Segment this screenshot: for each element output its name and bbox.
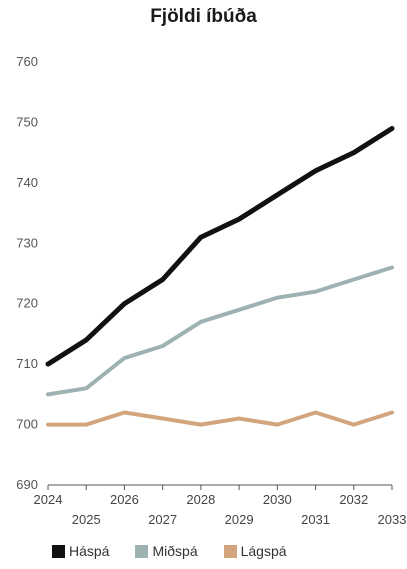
legend-item: Miðspá — [135, 543, 198, 559]
x-tick-label: 2029 — [225, 512, 254, 527]
chart-title: Fjöldi íbúða — [150, 6, 257, 27]
y-tick-label: 730 — [16, 235, 38, 250]
y-tick-label: 750 — [16, 114, 38, 129]
series-line-1 — [45, 126, 395, 367]
legend-label: Lágspá — [240, 543, 287, 559]
y-tick-label: 690 — [16, 477, 38, 492]
x-tick-label: 2031 — [301, 512, 330, 527]
x-tick-label: 2026 — [110, 492, 139, 507]
y-tick-label: 760 — [16, 54, 38, 69]
series-lines — [45, 126, 395, 427]
legend-swatch — [135, 544, 149, 558]
x-tick-label: 2024 — [34, 492, 63, 507]
y-tick-label: 700 — [16, 417, 38, 432]
y-axis: 690 700 710 720 730 740 750 760 — [16, 54, 38, 492]
series-line-2 — [46, 265, 394, 397]
legend-item: Lágspá — [223, 543, 287, 559]
y-tick-label: 720 — [16, 296, 38, 311]
x-tick-label: 2032 — [339, 492, 368, 507]
legend-swatch — [52, 544, 65, 558]
y-tick-label: 740 — [16, 175, 38, 190]
x-tick-label: 2030 — [263, 492, 292, 507]
series-line-3 — [46, 410, 394, 427]
x-tick-label: 2033 — [378, 512, 407, 527]
x-tick-label: 2028 — [186, 492, 215, 507]
legend-label: Miðspá — [152, 543, 198, 559]
x-tick-label: 2027 — [148, 512, 177, 527]
legend-item: Háspá — [52, 543, 109, 559]
legend-label: Háspá — [69, 543, 110, 559]
legend-swatch — [223, 544, 237, 558]
y-tick-label: 710 — [16, 356, 38, 371]
x-tick-label: 2025 — [72, 512, 101, 527]
x-axis: 2024 2025 2026 2027 2028 2029 2030 2031 2032 2033 — [34, 484, 407, 527]
legend: Háspá Miðspá Lágspá — [52, 543, 287, 559]
